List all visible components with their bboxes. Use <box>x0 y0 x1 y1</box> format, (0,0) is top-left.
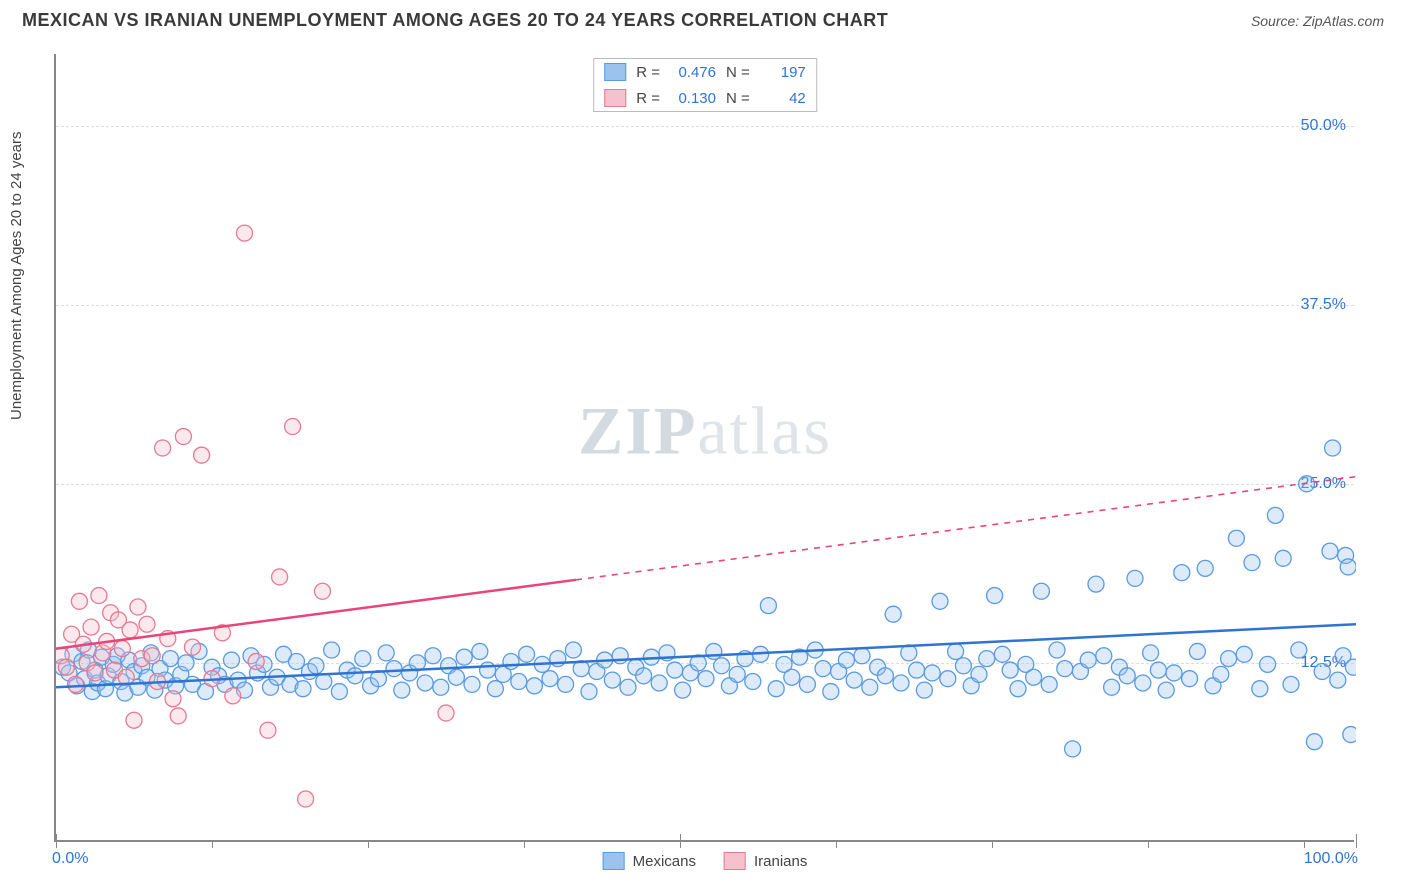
x-tick <box>836 840 837 848</box>
x-tick <box>524 840 525 848</box>
chart-plot-area: ZIPatlas 12.5%25.0%37.5%50.0% R = 0.476 … <box>54 54 1354 842</box>
n-value-mexicans: 197 <box>760 64 806 81</box>
r-value-iranians: 0.130 <box>670 90 716 107</box>
x-tick <box>1148 840 1149 848</box>
x-tick <box>56 834 57 848</box>
x-axis-min-label: 0.0% <box>52 850 88 868</box>
x-tick <box>1356 834 1357 848</box>
n-value-iranians: 42 <box>760 90 806 107</box>
correlation-legend-box: R = 0.476 N = 197 R = 0.130 N = 42 <box>593 58 817 112</box>
chart-title: MEXICAN VS IRANIAN UNEMPLOYMENT AMONG AG… <box>22 10 888 31</box>
r-value-mexicans: 0.476 <box>670 64 716 81</box>
legend-swatch-iranians <box>724 852 746 870</box>
legend-item-iranians: Iranians <box>724 852 807 870</box>
legend-item-mexicans: Mexicans <box>603 852 696 870</box>
x-axis-max-label: 100.0% <box>1304 850 1358 868</box>
scatter-plot-svg <box>56 54 1356 842</box>
swatch-iranians <box>604 89 626 107</box>
x-tick <box>368 840 369 848</box>
series-legend: Mexicans Iranians <box>603 852 808 870</box>
correlation-row-mexicans: R = 0.476 N = 197 <box>594 59 816 85</box>
x-tick <box>212 840 213 848</box>
legend-swatch-mexicans <box>603 852 625 870</box>
x-tick <box>992 840 993 848</box>
source-attribution: Source: ZipAtlas.com <box>1251 13 1384 29</box>
x-tick <box>1304 840 1305 848</box>
x-tick <box>680 834 681 848</box>
swatch-mexicans <box>604 63 626 81</box>
y-axis-label: Unemployment Among Ages 20 to 24 years <box>8 131 25 420</box>
correlation-row-iranians: R = 0.130 N = 42 <box>594 85 816 111</box>
